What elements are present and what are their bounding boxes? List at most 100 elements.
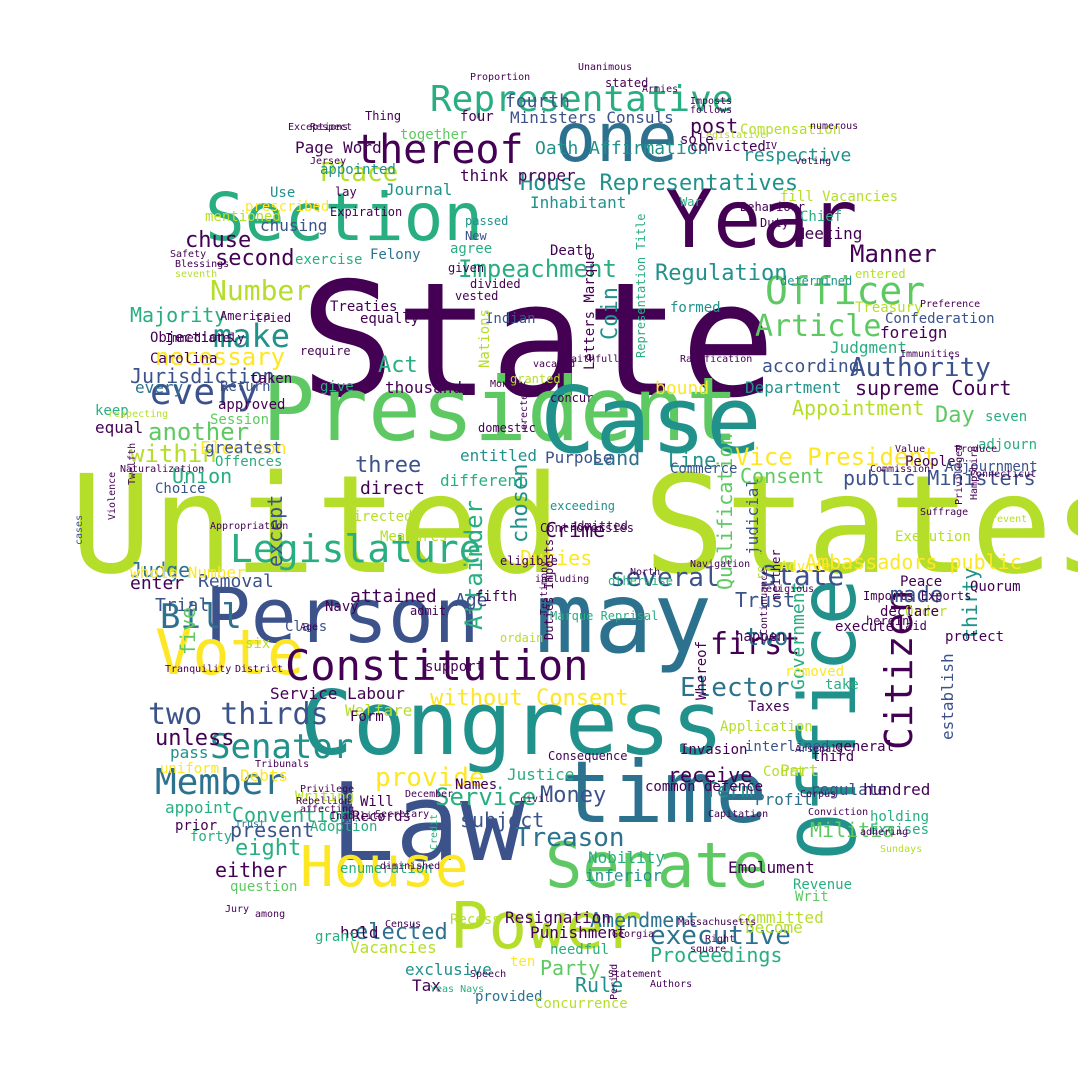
cloud-word: enumeration [340, 861, 433, 877]
cloud-word: New [465, 229, 487, 243]
cloud-word: neither [769, 549, 783, 600]
cloud-word: Punishment [530, 923, 627, 942]
cloud-word: Recess [450, 912, 501, 928]
cloud-word: Credit [429, 813, 440, 850]
cloud-word: Navigation [690, 559, 751, 570]
cloud-word: regulate [810, 780, 888, 799]
cloud-word: Invasion [680, 742, 748, 758]
cloud-word: Purpose [545, 448, 613, 467]
cloud-word: common defence [645, 779, 764, 795]
cloud-word: enter [130, 573, 185, 594]
cloud-word: Right [705, 934, 736, 945]
cloud-word: Consent [740, 464, 825, 488]
cloud-word: interlined [745, 739, 830, 755]
cloud-word: Amendment [590, 908, 699, 932]
cloud-word: whole Number [130, 563, 246, 582]
cloud-word: Bill [160, 597, 242, 637]
cloud-word: Money [540, 783, 607, 808]
cloud-word: vacated [533, 359, 576, 370]
cloud-word: chuse [185, 228, 252, 253]
cloud-word: ordain [500, 631, 544, 645]
cloud-word: Rule [575, 973, 624, 997]
cloud-word: Page Word [295, 138, 382, 157]
cloud-word: Case [540, 367, 762, 474]
cloud-word: Expiration [330, 205, 403, 219]
cloud-word: Class [285, 619, 328, 635]
cloud-word: Convention [232, 803, 353, 827]
cloud-word: seventh [175, 269, 218, 280]
cloud-word: Sundays [880, 844, 923, 855]
cloud-word: several [610, 563, 720, 593]
cloud-word: Militia [810, 818, 895, 842]
cloud-word: become [745, 918, 803, 937]
cloud-word: Authority [850, 353, 991, 383]
cloud-word: Ambassadors public [805, 550, 1022, 574]
cloud-word: according [762, 356, 860, 377]
cloud-word: convicted [690, 139, 766, 155]
cloud-word: Preference [920, 299, 981, 310]
cloud-word: committed [737, 908, 824, 927]
cloud-word: executive [650, 921, 791, 951]
cloud-word: Union [172, 464, 233, 488]
cloud-word: Land [592, 446, 641, 470]
cloud-word: Constitution [285, 641, 589, 690]
cloud-word: prescribed [245, 199, 330, 215]
cloud-word: Member [155, 762, 286, 803]
cloud-word: December [405, 789, 454, 800]
cloud-word: among [255, 909, 286, 920]
cloud-word: Law [330, 761, 526, 886]
cloud-word: Quorum [970, 579, 1021, 595]
cloud-word: Journal [385, 180, 453, 199]
cloud-word: Legislature [230, 527, 482, 571]
cloud-word: Officer [765, 269, 926, 313]
cloud-word: support [425, 659, 485, 675]
cloud-word: third [812, 749, 855, 765]
cloud-word: granted [510, 372, 561, 386]
cloud-word: declare [880, 604, 940, 620]
cloud-word: happen [735, 629, 786, 645]
cloud-word: Felony [370, 247, 421, 263]
cloud-word: Controversies [540, 521, 634, 535]
cloud-word: Judgment [830, 338, 908, 357]
cloud-word: voting [795, 156, 832, 167]
cloud-word: Death [550, 243, 593, 259]
cloud-word: thousand [385, 378, 463, 397]
cloud-word: Trial [155, 595, 210, 616]
cloud-word: Will [360, 794, 394, 810]
cloud-word: Age [455, 590, 488, 611]
cloud-word: Term [705, 778, 754, 802]
cloud-word: fifth [475, 589, 518, 605]
cloud-word: given [448, 261, 485, 275]
cloud-word: Line [668, 448, 717, 472]
cloud-word: Tranquility [165, 664, 232, 675]
cloud-word: Place [320, 158, 399, 188]
cloud-word: post [690, 114, 739, 138]
cloud-word: Advice [780, 559, 831, 575]
cloud-word: Year [665, 173, 858, 266]
cloud-word: State [760, 559, 845, 592]
cloud-word: question [230, 879, 298, 895]
cloud-word: forty [190, 829, 233, 845]
cloud-word: herein [866, 614, 910, 628]
cloud-word: grant [315, 929, 358, 945]
cloud-word: Vacancies [350, 938, 437, 957]
cloud-word: take [825, 677, 859, 693]
cloud-word: prior [175, 818, 218, 834]
cloud-word: domestic [478, 421, 536, 435]
cloud-word: Produce [955, 444, 998, 455]
cloud-word: Use [270, 185, 296, 201]
cloud-word: Power [450, 890, 643, 964]
cloud-word: appointed [320, 162, 396, 178]
cloud-word: Twelfth [127, 442, 138, 485]
cloud-word: Violence [107, 471, 118, 520]
cloud-word: attained [350, 586, 437, 607]
cloud-word: Impeachment [458, 255, 617, 283]
cloud-word: Suffrage [920, 507, 969, 518]
cloud-word: Inhabitant [530, 193, 627, 212]
cloud-word: mentioned [205, 209, 281, 225]
cloud-word: Records [352, 809, 412, 825]
cloud-word: Welfare [345, 701, 413, 720]
cloud-word: directed [345, 509, 413, 525]
cloud-word: eight [235, 836, 302, 861]
cloud-word: adhering [860, 827, 909, 838]
